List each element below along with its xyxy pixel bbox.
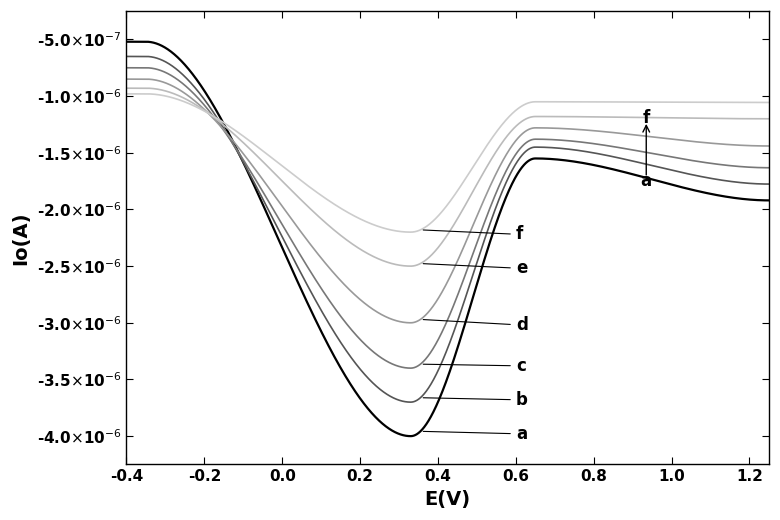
- Text: c: c: [424, 357, 526, 375]
- Text: f: f: [643, 109, 650, 127]
- X-axis label: E(V): E(V): [424, 490, 471, 509]
- Text: a: a: [424, 425, 527, 443]
- Text: f: f: [424, 225, 523, 243]
- Text: a: a: [640, 172, 652, 190]
- Y-axis label: Io(A): Io(A): [11, 211, 30, 265]
- Text: e: e: [424, 259, 527, 277]
- Text: b: b: [424, 391, 528, 409]
- Text: d: d: [424, 316, 528, 334]
